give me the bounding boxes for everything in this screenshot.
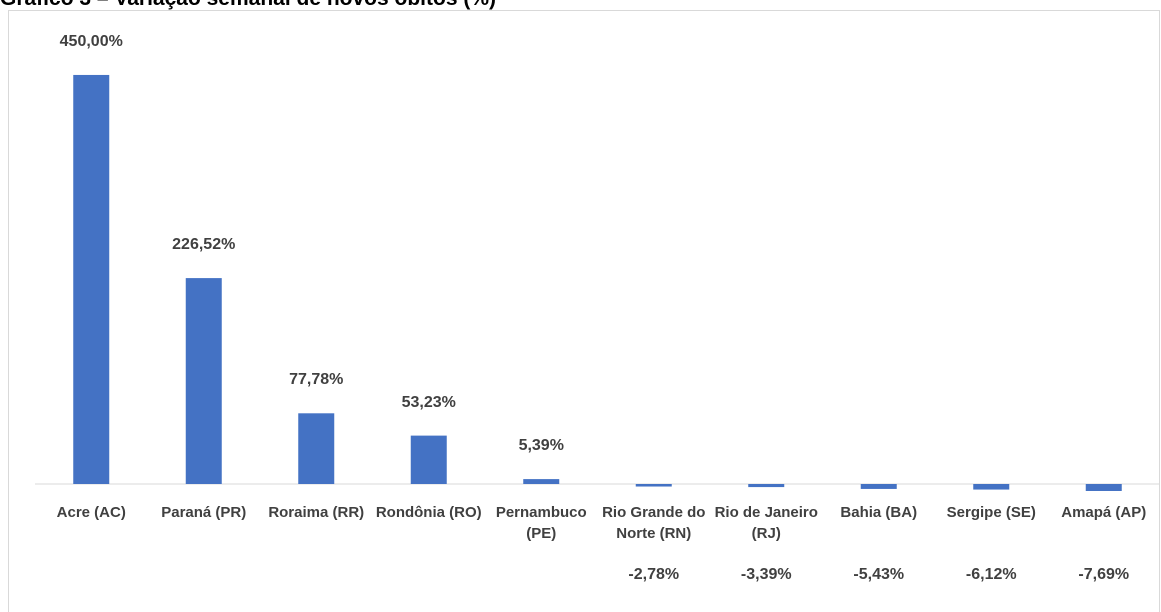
bar	[860, 484, 897, 489]
x-tick-label: Roraima (RR)	[268, 504, 365, 521]
data-label: 5,39%	[518, 437, 564, 455]
x-tick-label: Rio Grande do Norte (RN)	[602, 504, 706, 542]
data-label: -5,43%	[853, 566, 905, 583]
x-tick-label: Sergipe (SE)	[946, 504, 1036, 521]
data-label: 53,23%	[401, 393, 456, 411]
data-label: -2,78%	[628, 566, 680, 583]
x-tick-label: Acre (AC)	[56, 504, 126, 521]
bar	[298, 413, 335, 484]
bar	[73, 74, 110, 484]
x-tick-label: Paraná (PR)	[161, 504, 247, 521]
data-label: -6,12%	[965, 566, 1017, 583]
chart-frame	[8, 10, 1160, 612]
bar	[410, 435, 447, 484]
chart-title: Gráfico 3 – Variação semanal de novos ób…	[0, 0, 496, 11]
data-label: -3,39%	[740, 566, 792, 583]
data-label: 450,00%	[59, 32, 123, 50]
bar	[185, 278, 222, 484]
data-label: 77,78%	[289, 371, 344, 389]
data-label: 226,52%	[172, 236, 236, 254]
x-tick-label: Pernambuco (PE)	[495, 504, 587, 542]
bar	[523, 479, 560, 484]
x-tick-label: Bahia (BA)	[840, 504, 918, 521]
bar	[635, 484, 672, 487]
bar	[748, 484, 785, 488]
data-label: -7,69%	[1078, 566, 1130, 583]
x-tick-label: Amapá (AP)	[1061, 504, 1147, 521]
x-tick-label: Rondônia (RO)	[375, 504, 482, 521]
bar	[1085, 484, 1122, 491]
x-tick-label: Rio de Janeiro (RJ)	[714, 504, 818, 542]
bar	[973, 484, 1010, 490]
